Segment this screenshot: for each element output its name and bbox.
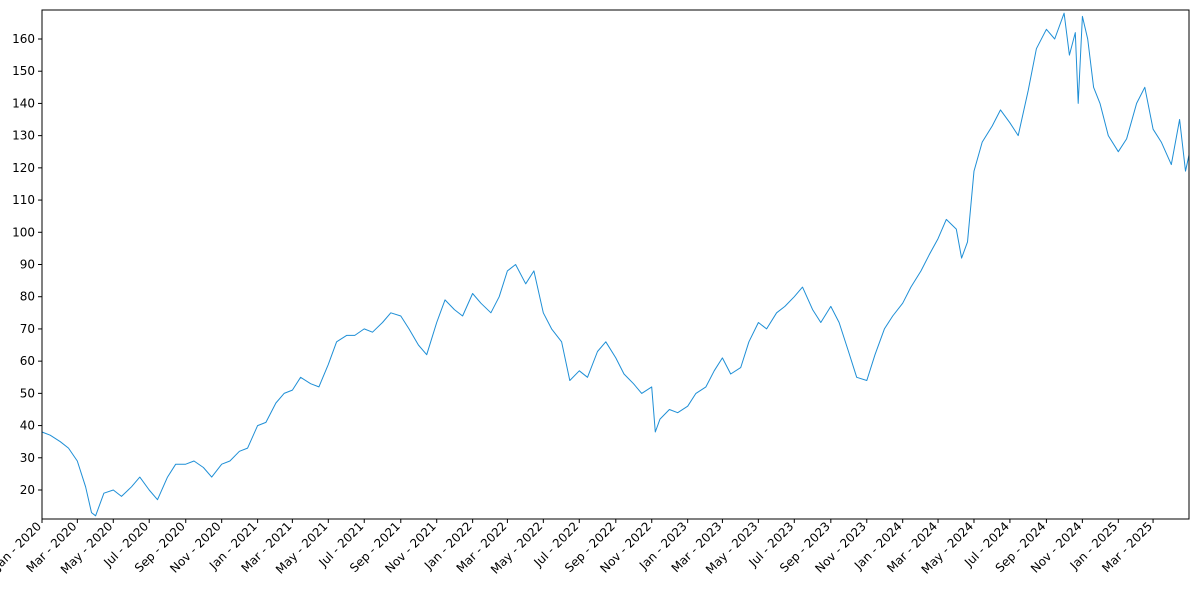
y-tick-label: 120 [12, 161, 35, 175]
plot-frame [41, 9, 1190, 520]
y-tick-label: 20 [20, 483, 35, 497]
y-tick-label: 110 [12, 193, 35, 207]
y-tick-label: 140 [12, 96, 35, 110]
y-tick-label: 30 [20, 451, 35, 465]
y-tick-label: 60 [20, 354, 35, 368]
y-tick-label: 50 [20, 386, 35, 400]
y-tick-label: 100 [12, 225, 35, 239]
y-tick-label: 80 [20, 290, 35, 304]
series-line [41, 12, 1190, 517]
y-tick-label: 160 [12, 32, 35, 46]
y-tick-label: 90 [20, 258, 35, 272]
y-tick-label: 130 [12, 129, 35, 143]
y-tick-label: 40 [20, 419, 35, 433]
y-tick-label: 70 [20, 322, 35, 336]
y-tick-label: 150 [12, 64, 35, 78]
